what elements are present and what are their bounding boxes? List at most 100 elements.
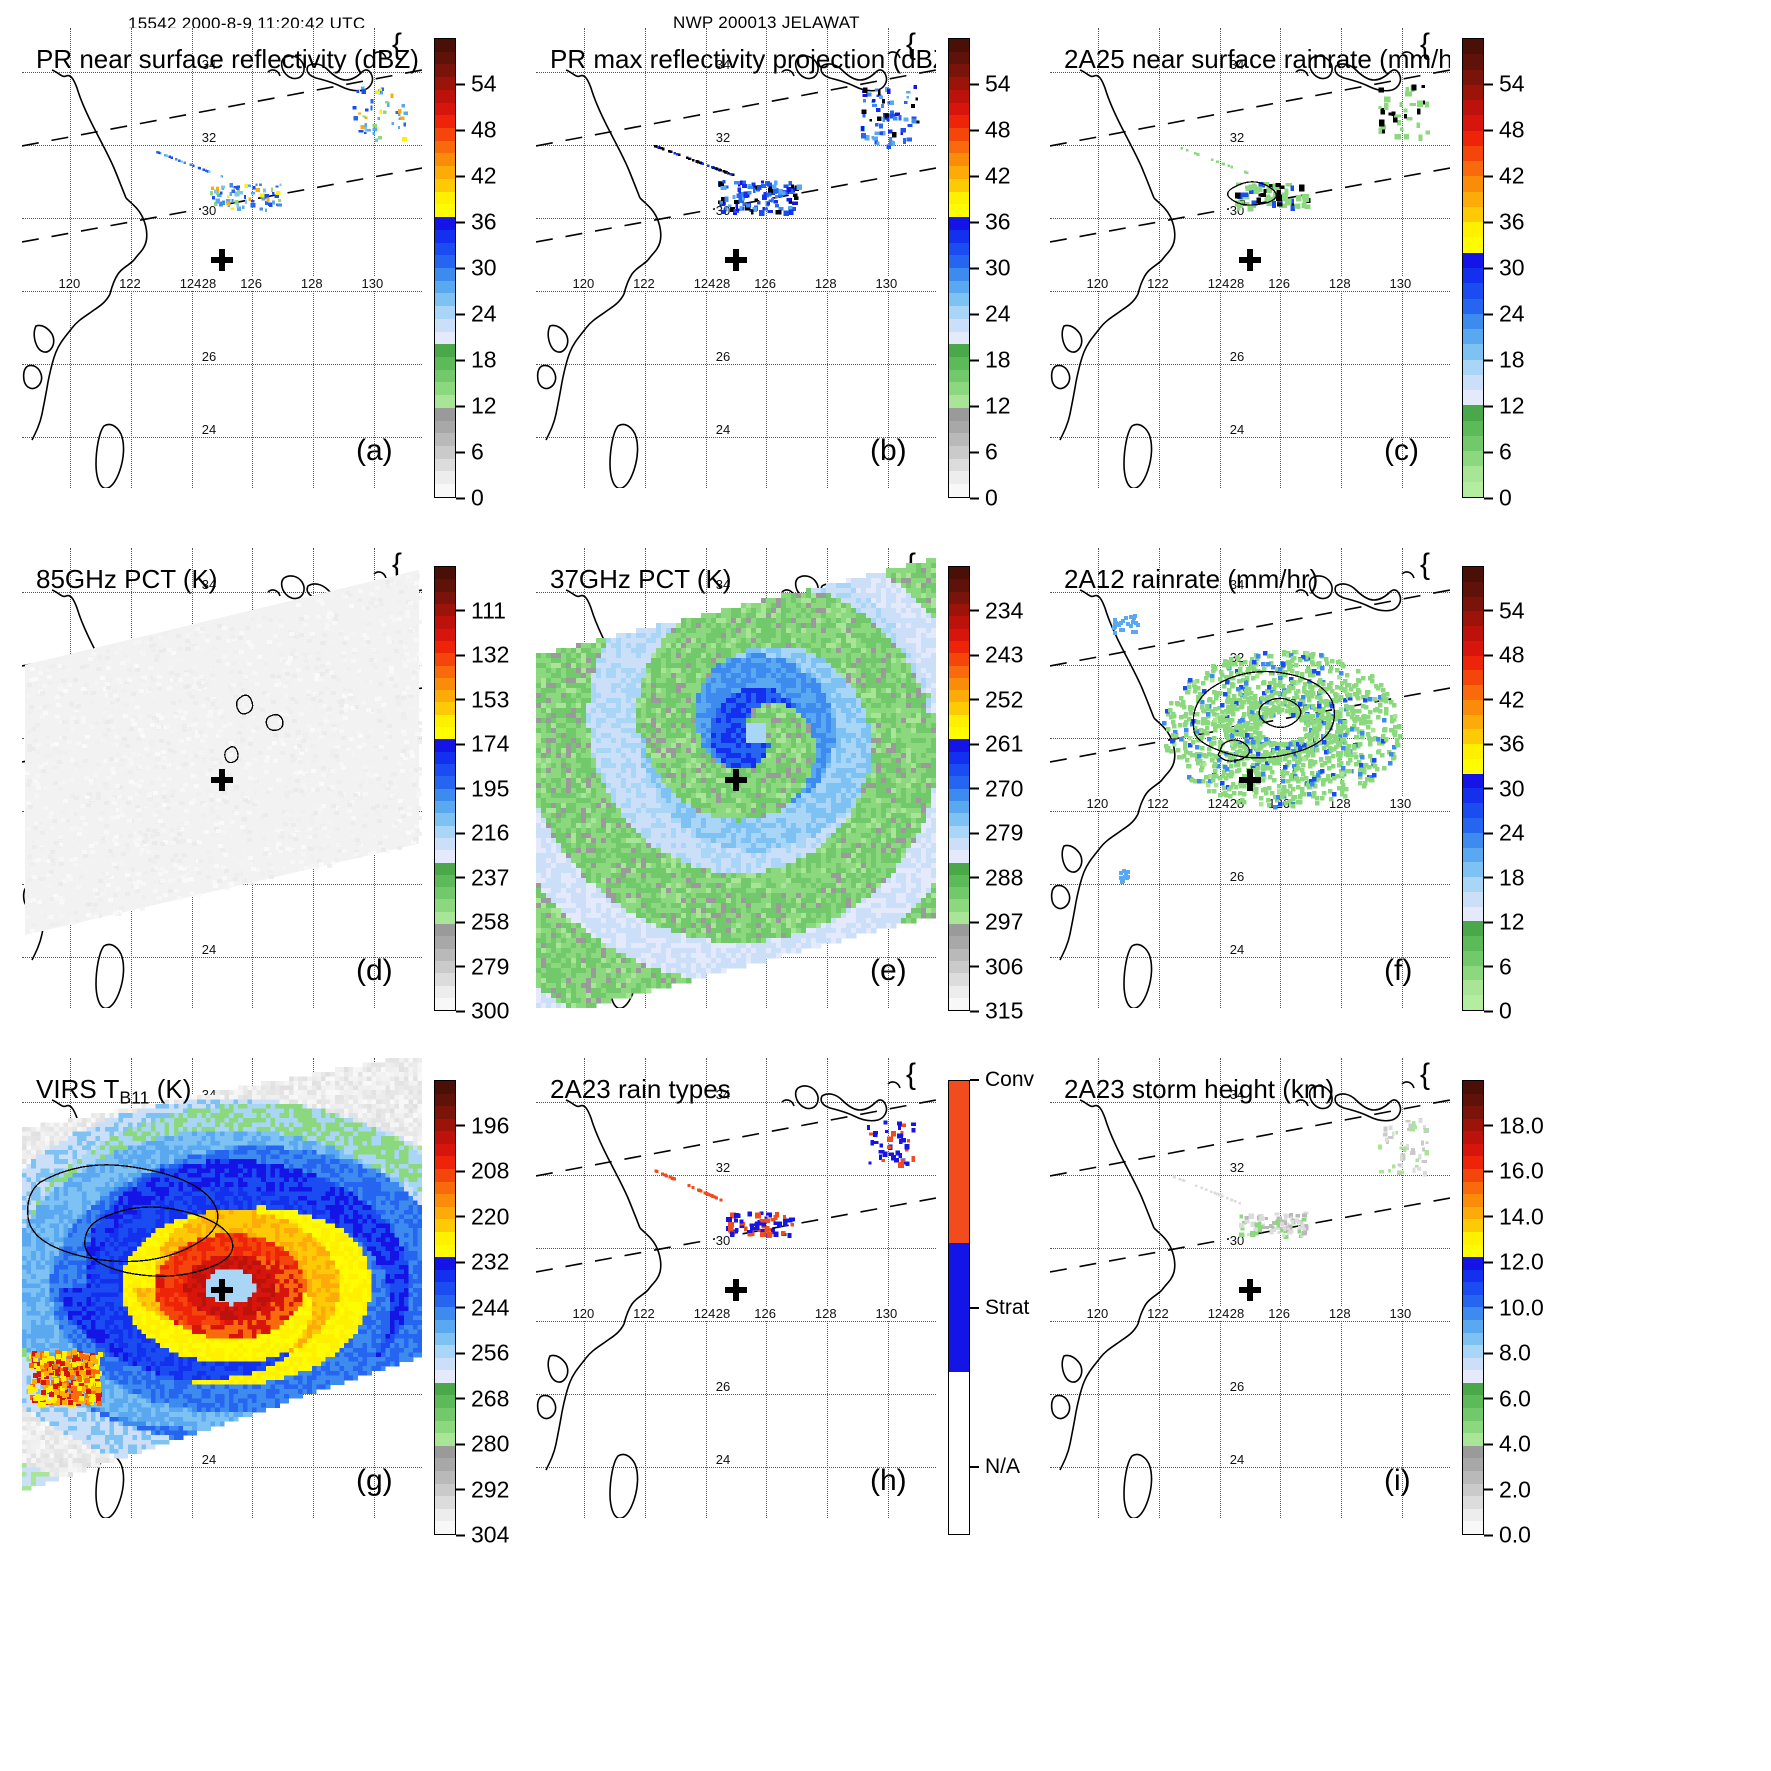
colorbar-tick-dash bbox=[1484, 1261, 1493, 1263]
colorbar-swatch bbox=[1463, 1207, 1483, 1220]
map-area[interactable]: 120 122 124 126 128 130 34 32 30 28 26 24 { 2A23 st… bbox=[1050, 1058, 1450, 1518]
colorbar-swatch bbox=[435, 1395, 455, 1408]
panel-tag: (c) bbox=[1384, 434, 1419, 468]
gridline-lat-26 bbox=[22, 364, 422, 365]
colorbar[interactable]: 111 132 153 174 195 216 237 258 279 300 bbox=[434, 566, 456, 1011]
colorbar-swatch bbox=[949, 567, 969, 579]
lat-tick-32: 32 bbox=[201, 1160, 217, 1175]
colorbar-swatch bbox=[435, 1484, 455, 1497]
colorbar-swatch bbox=[949, 875, 969, 887]
colorbar-swatch bbox=[1463, 176, 1483, 191]
colorbar-tick-dash bbox=[456, 1261, 465, 1263]
colorbar-tick: 243 bbox=[970, 642, 1023, 669]
colorbar-swatch bbox=[1463, 1144, 1483, 1157]
gridline-lon-124 bbox=[1220, 548, 1221, 1008]
lat-tick-32: 32 bbox=[1229, 1160, 1245, 1175]
colorbar-swatch bbox=[1463, 466, 1483, 481]
colorbar-swatch bbox=[949, 949, 969, 961]
colorbar-swatch bbox=[949, 813, 969, 825]
colorbar-swatch bbox=[1463, 405, 1483, 420]
colorbar-swatch bbox=[435, 1446, 455, 1459]
colorbar-swatch bbox=[435, 949, 455, 961]
lon-tick-128: 128 bbox=[300, 796, 324, 811]
colorbar-swatch bbox=[435, 690, 455, 702]
colorbar-swatch bbox=[949, 192, 969, 205]
colorbar-swatch bbox=[949, 616, 969, 628]
colorbar[interactable]: 234 243 252 261 270 279 288 297 306 315 bbox=[948, 566, 970, 1011]
gridline-lon-122 bbox=[131, 548, 132, 1008]
lon-tick-120: 120 bbox=[1085, 1306, 1109, 1321]
colorbar-tick-dash bbox=[456, 313, 465, 315]
colorbar-tick: 54 bbox=[1484, 597, 1525, 624]
colorbar[interactable]: 196 208 220 232 244 256 268 280 292 304 bbox=[434, 1080, 456, 1535]
colorbar-tick-dash bbox=[970, 451, 979, 453]
lon-tick-124: 124 bbox=[1207, 1306, 1231, 1321]
colorbar-swatch bbox=[949, 739, 969, 751]
colorbar-tick: 234 bbox=[970, 597, 1023, 624]
colorbar-tick: 288 bbox=[970, 864, 1023, 891]
colorbar-gradient bbox=[948, 566, 970, 1011]
colorbar-tick-dash bbox=[1484, 877, 1493, 879]
map-area[interactable]: 120 122 124 126 128 130 34 32 30 28 26 24 { PR near… bbox=[22, 28, 422, 488]
map-area[interactable]: 120 122 124 126 128 130 34 32 30 28 26 24 { VIRS TB… bbox=[22, 1058, 422, 1518]
colorbar-swatch bbox=[435, 961, 455, 973]
colorbar-swatch bbox=[1463, 1106, 1483, 1119]
lon-tick-130: 130 bbox=[875, 1306, 899, 1321]
colorbar-swatch bbox=[1463, 567, 1483, 582]
colorbar-tick: 153 bbox=[456, 686, 509, 713]
colorbar-tick: 12 bbox=[456, 393, 497, 420]
colorbar-swatch bbox=[435, 1245, 455, 1258]
colorbar-tick: 6 bbox=[1484, 953, 1512, 980]
map-area[interactable]: 120 122 124 126 128 130 34 32 30 28 26 24 { 85GHz P… bbox=[22, 548, 422, 1008]
colorbar-tick: 237 bbox=[456, 864, 509, 891]
colorbar-swatch bbox=[435, 128, 455, 141]
colorbar[interactable]: 18.0 16.0 14.0 12.0 10.0 8.0 6.0 4.0 2.0 0.0 bbox=[1462, 1080, 1484, 1535]
map-area[interactable]: 120 122 124 126 128 130 34 32 30 28 26 24 { 2A12 ra… bbox=[1050, 548, 1450, 1008]
colorbar[interactable]: Conv Strat N/A bbox=[948, 1080, 970, 1535]
colorbar[interactable]: 54 48 42 36 30 24 18 12 6 0 bbox=[434, 38, 456, 498]
colorbar-swatch bbox=[435, 678, 455, 690]
map-area[interactable]: 120 122 124 126 128 130 34 32 30 28 26 24 { PR max … bbox=[536, 28, 936, 488]
lat-tick-32: 32 bbox=[715, 1160, 731, 1175]
colorbar-tick-label: 252 bbox=[985, 686, 1023, 712]
lon-tick-122: 122 bbox=[1146, 796, 1170, 811]
colorbar-tick-dash bbox=[456, 451, 465, 453]
gridline-lon-126 bbox=[252, 28, 253, 488]
map-area[interactable]: 120 122 124 126 128 130 34 32 30 28 26 24 { 37GHz P… bbox=[536, 548, 936, 1008]
colorbar-tick: 6 bbox=[456, 439, 484, 466]
lon-tick-126: 126 bbox=[1267, 796, 1291, 811]
colorbar-tick-label: 0 bbox=[985, 485, 998, 511]
lat-tick-24: 24 bbox=[715, 422, 731, 437]
colorbar-swatch bbox=[949, 1405, 969, 1437]
lat-tick-30: 30 bbox=[715, 203, 731, 218]
colorbar-tick-dash bbox=[970, 221, 979, 223]
colorbar-swatch bbox=[435, 616, 455, 628]
map-area[interactable]: 120 122 124 126 128 130 34 32 30 28 26 24 { 2A23 ra… bbox=[536, 1058, 936, 1518]
lon-tick-120: 120 bbox=[571, 796, 595, 811]
colorbar-tick-label: 36 bbox=[985, 209, 1011, 235]
gridline-lon-122 bbox=[1159, 548, 1160, 1008]
colorbar-swatch bbox=[949, 653, 969, 665]
colorbar-tick-label: 48 bbox=[985, 117, 1011, 143]
map-area[interactable]: 120 122 124 126 128 130 34 32 30 28 26 24 { 2A25 ne… bbox=[1050, 28, 1450, 488]
gridline-lon-120 bbox=[1098, 1058, 1099, 1518]
lat-tick-26: 26 bbox=[715, 349, 731, 364]
panel-tag: (i) bbox=[1384, 1464, 1411, 1498]
lat-tick-24: 24 bbox=[201, 1452, 217, 1467]
colorbar-tick: 280 bbox=[456, 1431, 509, 1458]
colorbar[interactable]: 54 48 42 36 30 24 18 12 6 0 bbox=[1462, 566, 1484, 1011]
colorbar-swatch bbox=[435, 850, 455, 862]
colorbar-tick-dash bbox=[970, 405, 979, 407]
lat-tick-26: 26 bbox=[715, 1379, 731, 1394]
lon-tick-120: 120 bbox=[571, 276, 595, 291]
colorbar-swatch bbox=[435, 1471, 455, 1484]
lon-tick-130: 130 bbox=[361, 276, 385, 291]
colorbar-swatch bbox=[435, 357, 455, 370]
lat-tick-28: 28 bbox=[1229, 276, 1245, 291]
colorbar-tick: 279 bbox=[970, 820, 1023, 847]
gridline-lon-126 bbox=[1280, 548, 1281, 1008]
colorbar[interactable]: 54 48 42 36 30 24 18 12 6 0 bbox=[948, 38, 970, 498]
colorbar-tick: 24 bbox=[1484, 820, 1525, 847]
lat-tick-28: 28 bbox=[201, 796, 217, 811]
colorbar[interactable]: 54 48 42 36 30 24 18 12 6 0 bbox=[1462, 38, 1484, 498]
